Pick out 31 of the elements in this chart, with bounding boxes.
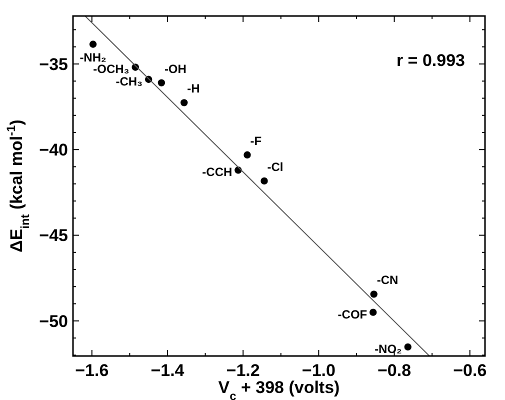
annotation: -OCH₃ xyxy=(93,62,130,76)
y-tick-label: −35 xyxy=(39,54,68,74)
y-tick-label: −50 xyxy=(39,312,68,331)
point xyxy=(180,99,188,106)
point xyxy=(404,343,412,351)
annotation: -OH xyxy=(164,62,186,76)
annotation: -H xyxy=(187,82,200,96)
annotation: r = 0.993 xyxy=(396,51,465,70)
annotation: -Cl xyxy=(267,160,284,174)
annotation: -NH₂ xyxy=(80,50,106,64)
y-tick-label: −40 xyxy=(39,140,68,160)
annotation: -CN xyxy=(376,273,398,288)
annotation: -CCH xyxy=(202,165,232,180)
x-tick-label: −0.8 xyxy=(378,361,412,380)
x-tick-label: −1.2 xyxy=(226,361,260,380)
x-tick-label: −1.0 xyxy=(302,361,336,380)
y-tick-label: −45 xyxy=(39,226,68,246)
point xyxy=(89,40,97,48)
annotation: -NO₂ xyxy=(374,342,402,356)
point xyxy=(244,151,251,159)
x-axis-title: V$_{c}$ + 398 (volts) xyxy=(218,378,340,400)
point xyxy=(158,79,166,86)
annotation: -CH₃ xyxy=(116,74,143,88)
x-tick-label: −0.6 xyxy=(453,361,487,380)
point xyxy=(370,308,377,316)
annotation: -F xyxy=(250,134,262,148)
point xyxy=(370,290,378,298)
annotation: -COF xyxy=(338,307,368,322)
x-tick-label: −1.4 xyxy=(150,361,185,380)
x-tick-label: −1.6 xyxy=(75,361,109,380)
point xyxy=(260,177,268,185)
